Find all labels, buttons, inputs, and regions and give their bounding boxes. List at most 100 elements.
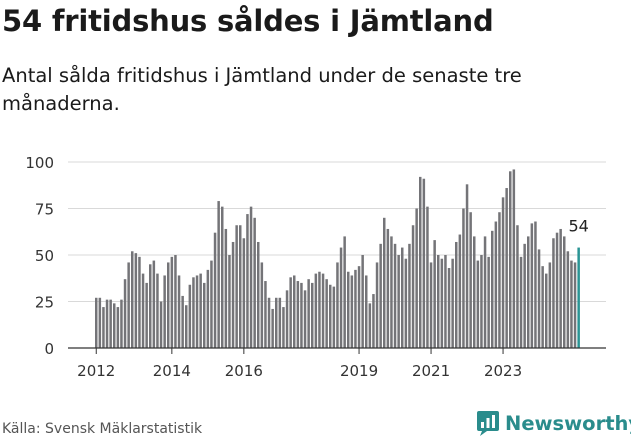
bar (325, 279, 328, 348)
bar (303, 290, 307, 348)
x-tick-label: 2016 (225, 362, 263, 380)
bar (455, 241, 458, 348)
bar (296, 281, 300, 348)
bar (206, 269, 210, 348)
bar (159, 301, 163, 348)
bar (311, 282, 314, 348)
bar (149, 264, 152, 348)
bar (494, 221, 498, 348)
bar (116, 307, 120, 348)
bar (390, 236, 393, 348)
bar (217, 201, 220, 348)
bar (98, 297, 102, 348)
bar (95, 297, 98, 348)
bar (210, 260, 213, 348)
bar (221, 206, 224, 348)
bar (264, 281, 267, 348)
bar (289, 277, 292, 348)
bar (228, 255, 231, 348)
newsworthy-icon (477, 411, 499, 436)
bar (559, 228, 562, 348)
newsworthy-logo[interactable]: Newsworthy (476, 409, 631, 437)
bar (285, 290, 289, 348)
bar (318, 271, 321, 348)
chart-subtitle: Antal sålda fritidshus i Jämtland under … (2, 64, 522, 115)
bar (167, 262, 170, 348)
value-label: 54 (568, 217, 588, 236)
bar (152, 260, 156, 348)
bar (426, 206, 429, 348)
bar (271, 308, 274, 348)
bar (199, 273, 202, 348)
bar (239, 225, 242, 348)
bar (368, 303, 372, 348)
y-tick-label: 100 (25, 154, 54, 172)
bar (498, 212, 501, 348)
bar (483, 236, 487, 348)
bar (537, 249, 541, 348)
bar (235, 225, 238, 348)
bar (145, 282, 148, 348)
bar (354, 269, 357, 348)
bar (422, 178, 426, 348)
bar (429, 262, 433, 348)
source-note: Källa: Svensk Mäklarstatistik (2, 421, 203, 437)
bar (566, 251, 570, 348)
bar (177, 275, 181, 348)
x-tick-label: 2014 (153, 362, 191, 380)
bar (321, 273, 325, 348)
bar (480, 255, 483, 348)
bar (339, 247, 343, 348)
bar (329, 284, 332, 348)
bar (113, 303, 116, 348)
bar (127, 262, 130, 348)
bar (397, 255, 400, 348)
bar (541, 266, 544, 348)
x-tick-label: 2021 (412, 362, 450, 380)
bar (512, 169, 516, 348)
bar (473, 236, 476, 348)
bar (188, 284, 192, 348)
bar (476, 260, 480, 348)
y-tick-label: 50 (35, 247, 54, 265)
bar (401, 247, 404, 348)
bar (293, 275, 296, 348)
bar (501, 197, 505, 348)
bar (375, 262, 379, 348)
bar (404, 258, 408, 348)
bar (509, 171, 512, 348)
bar (105, 299, 109, 348)
bar (231, 241, 235, 348)
bar (174, 255, 177, 348)
bar (123, 279, 127, 348)
y-tick-label: 0 (44, 340, 54, 358)
bar (195, 275, 199, 348)
bar (120, 299, 123, 348)
bar (102, 307, 105, 348)
bar (343, 236, 346, 348)
bar (163, 275, 166, 348)
bar (516, 225, 519, 348)
bar (570, 260, 573, 348)
bar (465, 184, 469, 348)
bar (447, 268, 451, 348)
bar (408, 243, 411, 348)
bar (134, 253, 138, 348)
bar (379, 243, 382, 348)
bar (131, 251, 134, 348)
bar (523, 243, 526, 348)
bar (257, 241, 260, 348)
bar (573, 262, 577, 348)
bar (275, 297, 278, 348)
bar (563, 236, 566, 348)
y-tick-label: 75 (35, 201, 54, 219)
bar (185, 305, 188, 348)
bar (267, 297, 271, 348)
bar (527, 236, 530, 348)
bar (141, 273, 145, 348)
bar (440, 258, 444, 348)
bar (357, 266, 361, 348)
bar (491, 230, 494, 348)
bar (458, 234, 462, 348)
bar (156, 273, 159, 348)
